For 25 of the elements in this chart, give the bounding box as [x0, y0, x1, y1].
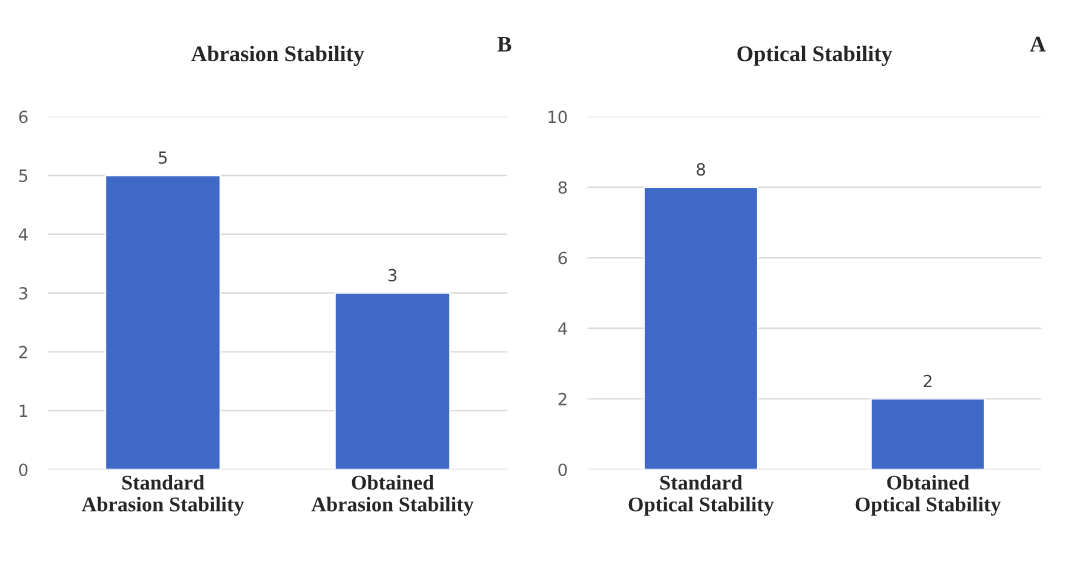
y-tick-label: 4 [18, 228, 28, 241]
y-tick-label: 0 [19, 463, 28, 476]
data-label: 8 [696, 163, 706, 176]
y-tick-label: 6 [558, 251, 567, 265]
y-tick-label: 5 [19, 169, 28, 183]
y-tick-label: 2 [558, 392, 567, 406]
chart-title: Optical Stability [737, 45, 893, 66]
y-tick-label: 0 [558, 463, 567, 476]
x-tick-label: Obtained Optical Stability [855, 474, 1001, 516]
data-label: 2 [923, 374, 932, 388]
x-tick-label: Standard Optical Stability [628, 474, 774, 516]
text: B [497, 36, 512, 52]
text: A [1030, 36, 1046, 52]
data-label: 3 [388, 268, 397, 282]
x-tick-label: Standard Abrasion Stability [81, 474, 244, 516]
y-tick-label: 10 [548, 110, 567, 124]
y-tick-label: 1 [19, 404, 28, 417]
data-label: 5 [158, 151, 167, 164]
y-tick-label: 3 [19, 287, 28, 300]
y-tick-label: 6 [19, 110, 28, 124]
chart-title: Abrasion Stability [191, 45, 365, 66]
y-tick-label: 8 [558, 181, 567, 194]
y-tick-label: 4 [558, 322, 568, 335]
y-tick-label: 2 [19, 345, 27, 359]
x-tick-label: Obtained Abrasion Stability [311, 474, 474, 516]
